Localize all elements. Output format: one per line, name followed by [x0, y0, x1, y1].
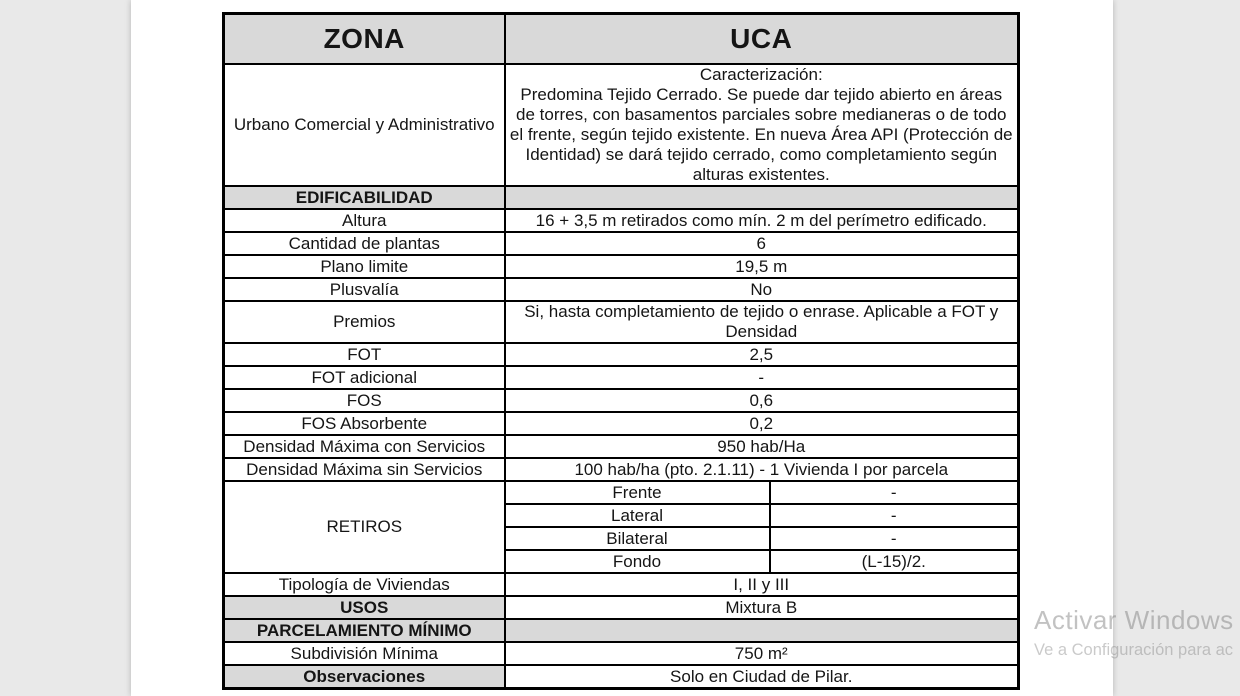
row-value-plusvalia: No — [503, 277, 1020, 303]
row-label-plano-limite: Plano limite — [222, 254, 506, 280]
table-row: Subdivisión Mínima 750 m² — [222, 641, 1020, 667]
table-row: Densidad Máxima sin Servicios 100 hab/ha… — [222, 457, 1020, 483]
retiro-sublabel-bilateral: Bilateral — [503, 526, 771, 552]
row-label-tipologia-viviendas: Tipología de Viviendas — [222, 572, 506, 598]
table-row: Plusvalía No — [222, 277, 1020, 303]
retiro-value-fondo: (L-15)/2. — [768, 549, 1020, 575]
section-label-edificabilidad: EDIFICABILIDAD — [222, 185, 506, 211]
table-header-row: ZONA UCA — [222, 12, 1020, 65]
retiros-label-cell: RETIROS — [222, 480, 506, 575]
section-row-edificabilidad: EDIFICABILIDAD — [222, 185, 1020, 211]
section-label-parcelamiento-minimo: PARCELAMIENTO MÍNIMO — [222, 618, 506, 644]
table-row: USOS Mixtura B — [222, 595, 1020, 621]
table-row: Premios Si, hasta completamiento de teji… — [222, 300, 1020, 345]
section-label-observaciones: Observaciones — [222, 664, 506, 690]
row-value-densidad-con-servicios: 950 hab/Ha — [503, 434, 1020, 460]
retiro-sublabel-frente: Frente — [503, 480, 771, 506]
table-row: FOS 0,6 — [222, 388, 1020, 414]
zone-description-row: Urbano Comercial y Administrativo Caract… — [222, 62, 1020, 188]
caracterizacion-cell: Caracterización: Predomina Tejido Cerrad… — [503, 62, 1020, 188]
row-label-cantidad-plantas: Cantidad de plantas — [222, 231, 506, 257]
row-value-observaciones: Solo en Ciudad de Pilar. — [503, 664, 1020, 690]
row-label-altura: Altura — [222, 208, 506, 234]
row-label-fot: FOT — [222, 342, 506, 368]
row-value-fos-absorbente: 0,2 — [503, 411, 1020, 437]
table-row: Plano limite 19,5 m — [222, 254, 1020, 280]
table-row: Tipología de Viviendas I, II y III — [222, 572, 1020, 598]
table-row: Observaciones Solo en Ciudad de Pilar. — [222, 664, 1020, 690]
row-value-fos: 0,6 — [503, 388, 1020, 414]
row-label-fos-absorbente: FOS Absorbente — [222, 411, 506, 437]
retiro-sublabel-lateral: Lateral — [503, 503, 771, 529]
row-label-fot-adicional: FOT adicional — [222, 365, 506, 391]
retiro-value-lateral: - — [768, 503, 1020, 529]
row-value-premios: Si, hasta completamiento de tejido o enr… — [503, 300, 1020, 345]
row-value-altura: 16 + 3,5 m retirados como mín. 2 m del p… — [503, 208, 1020, 234]
row-label-densidad-sin-servicios: Densidad Máxima sin Servicios — [222, 457, 506, 483]
table-row: Densidad Máxima con Servicios 950 hab/Ha — [222, 434, 1020, 460]
section-label-usos: USOS — [222, 595, 506, 621]
row-value-plano-limite: 19,5 m — [503, 254, 1020, 280]
row-value-cantidad-plantas: 6 — [503, 231, 1020, 257]
table-row: FOT adicional - — [222, 365, 1020, 391]
table-row: FOT 2,5 — [222, 342, 1020, 368]
zona-header-cell: ZONA — [222, 12, 506, 65]
row-value-tipologia-viviendas: I, II y III — [503, 572, 1020, 598]
retiro-sublabel-fondo: Fondo — [503, 549, 771, 575]
table-row: Altura 16 + 3,5 m retirados como mín. 2 … — [222, 208, 1020, 234]
retiros-row: RETIROS Frente - — [222, 480, 1020, 575]
row-label-densidad-con-servicios: Densidad Máxima con Servicios — [222, 434, 506, 460]
row-value-fot-adicional: - — [503, 365, 1020, 391]
retiro-value-frente: - — [768, 480, 1020, 506]
row-label-subdivision-minima: Subdivisión Mínima — [222, 641, 506, 667]
section-value-parcelamiento-minimo — [503, 618, 1020, 644]
retiros-row: Bilateral - — [224, 526, 1020, 552]
row-value-usos: Mixtura B — [503, 595, 1020, 621]
table-row: Cantidad de plantas 6 — [222, 231, 1020, 257]
zoning-table: ZONA UCA Urbano Comercial y Administrati… — [222, 12, 1021, 691]
row-value-subdivision-minima: 750 m² — [503, 641, 1020, 667]
zone-name-cell: Urbano Comercial y Administrativo — [222, 62, 506, 188]
row-label-premios: Premios — [222, 300, 506, 345]
row-label-plusvalia: Plusvalía — [222, 277, 506, 303]
row-value-fot: 2,5 — [503, 342, 1020, 368]
retiros-row: Fondo (L-15)/2. — [224, 549, 1020, 575]
uca-header-cell: UCA — [503, 12, 1020, 65]
retiro-value-bilateral: - — [768, 526, 1020, 552]
section-value-edificabilidad — [503, 185, 1020, 211]
section-row-parcelamiento: PARCELAMIENTO MÍNIMO — [222, 618, 1020, 644]
row-label-fos: FOS — [222, 388, 506, 414]
table-row: FOS Absorbente 0,2 — [222, 411, 1020, 437]
row-value-densidad-sin-servicios: 100 hab/ha (pto. 2.1.11) - 1 Vivienda I … — [503, 457, 1020, 483]
retiros-row: Lateral - — [224, 503, 1020, 529]
